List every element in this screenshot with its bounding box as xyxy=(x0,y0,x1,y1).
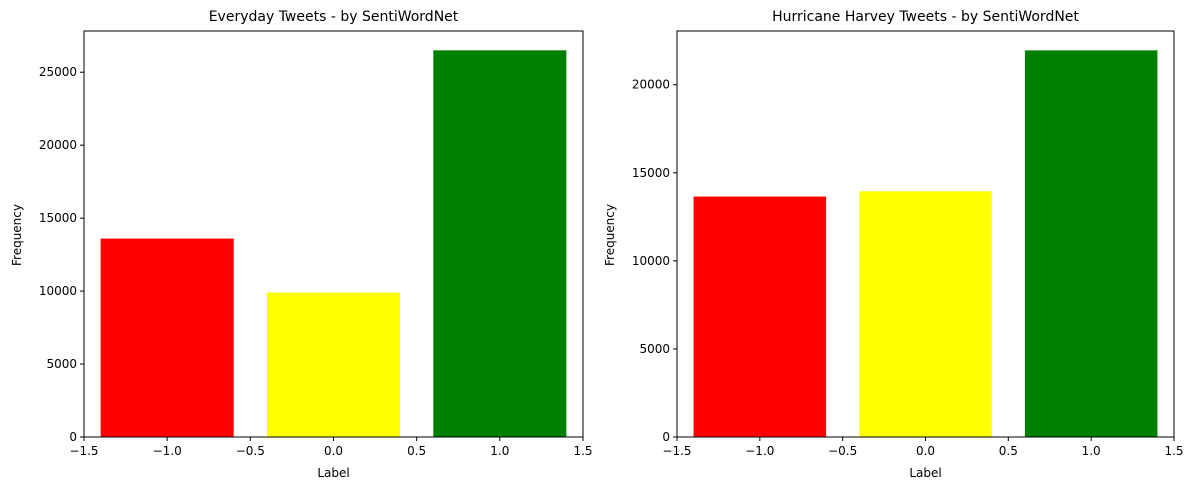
x-axis-label: Label xyxy=(317,466,349,480)
x-tick-label: 0.5 xyxy=(999,444,1018,458)
x-tick-label: −1.0 xyxy=(745,444,774,458)
y-tick-label: 15000 xyxy=(632,166,670,180)
x-tick-label: −0.5 xyxy=(236,444,265,458)
chart-hurricane-harvey-tweets: Hurricane Harvey Tweets - by SentiWordNe… xyxy=(603,9,1184,480)
x-tick-label: −0.5 xyxy=(828,444,857,458)
y-tick-label: 0 xyxy=(662,430,670,444)
x-tick-label: −1.5 xyxy=(69,444,98,458)
bar xyxy=(266,292,401,437)
bar xyxy=(693,196,827,437)
x-tick-label: −1.0 xyxy=(153,444,182,458)
y-tick-label: 5000 xyxy=(46,357,77,371)
y-tick-label: 25000 xyxy=(39,65,77,79)
plot-area-frame xyxy=(676,30,1175,438)
y-tick-label: 10000 xyxy=(632,254,670,268)
x-tick-label: 0.0 xyxy=(324,444,343,458)
y-axis-label: Frequency xyxy=(10,204,24,266)
x-tick-label: 1.5 xyxy=(1164,444,1183,458)
x-tick-label: −1.5 xyxy=(662,444,691,458)
chart-title: Hurricane Harvey Tweets - by SentiWordNe… xyxy=(772,9,1079,25)
x-tick-label: 1.0 xyxy=(490,444,509,458)
chart-everyday-tweets: Everyday Tweets - by SentiWordNet −1.5 −1… xyxy=(10,9,593,480)
plot-area-frame xyxy=(83,30,584,438)
bar xyxy=(1024,50,1158,437)
x-tick-label: 1.5 xyxy=(573,444,592,458)
bar xyxy=(433,50,567,437)
y-tick-label: 5000 xyxy=(639,342,670,356)
x-tick-label: 0.5 xyxy=(407,444,426,458)
y-axis-label: Frequency xyxy=(603,204,617,266)
y-tick-label: 0 xyxy=(69,430,77,444)
y-tick-label: 20000 xyxy=(39,138,77,152)
y-tick-label: 15000 xyxy=(39,211,77,225)
bar xyxy=(100,238,234,437)
y-tick-label: 10000 xyxy=(39,284,77,298)
x-tick-label: 0.0 xyxy=(916,444,935,458)
x-axis-label: Label xyxy=(909,466,941,480)
x-tick-label: 1.0 xyxy=(1082,444,1101,458)
chart-title: Everyday Tweets - by SentiWordNet xyxy=(209,9,459,25)
bar xyxy=(859,191,992,437)
y-tick-label: 20000 xyxy=(632,78,670,92)
